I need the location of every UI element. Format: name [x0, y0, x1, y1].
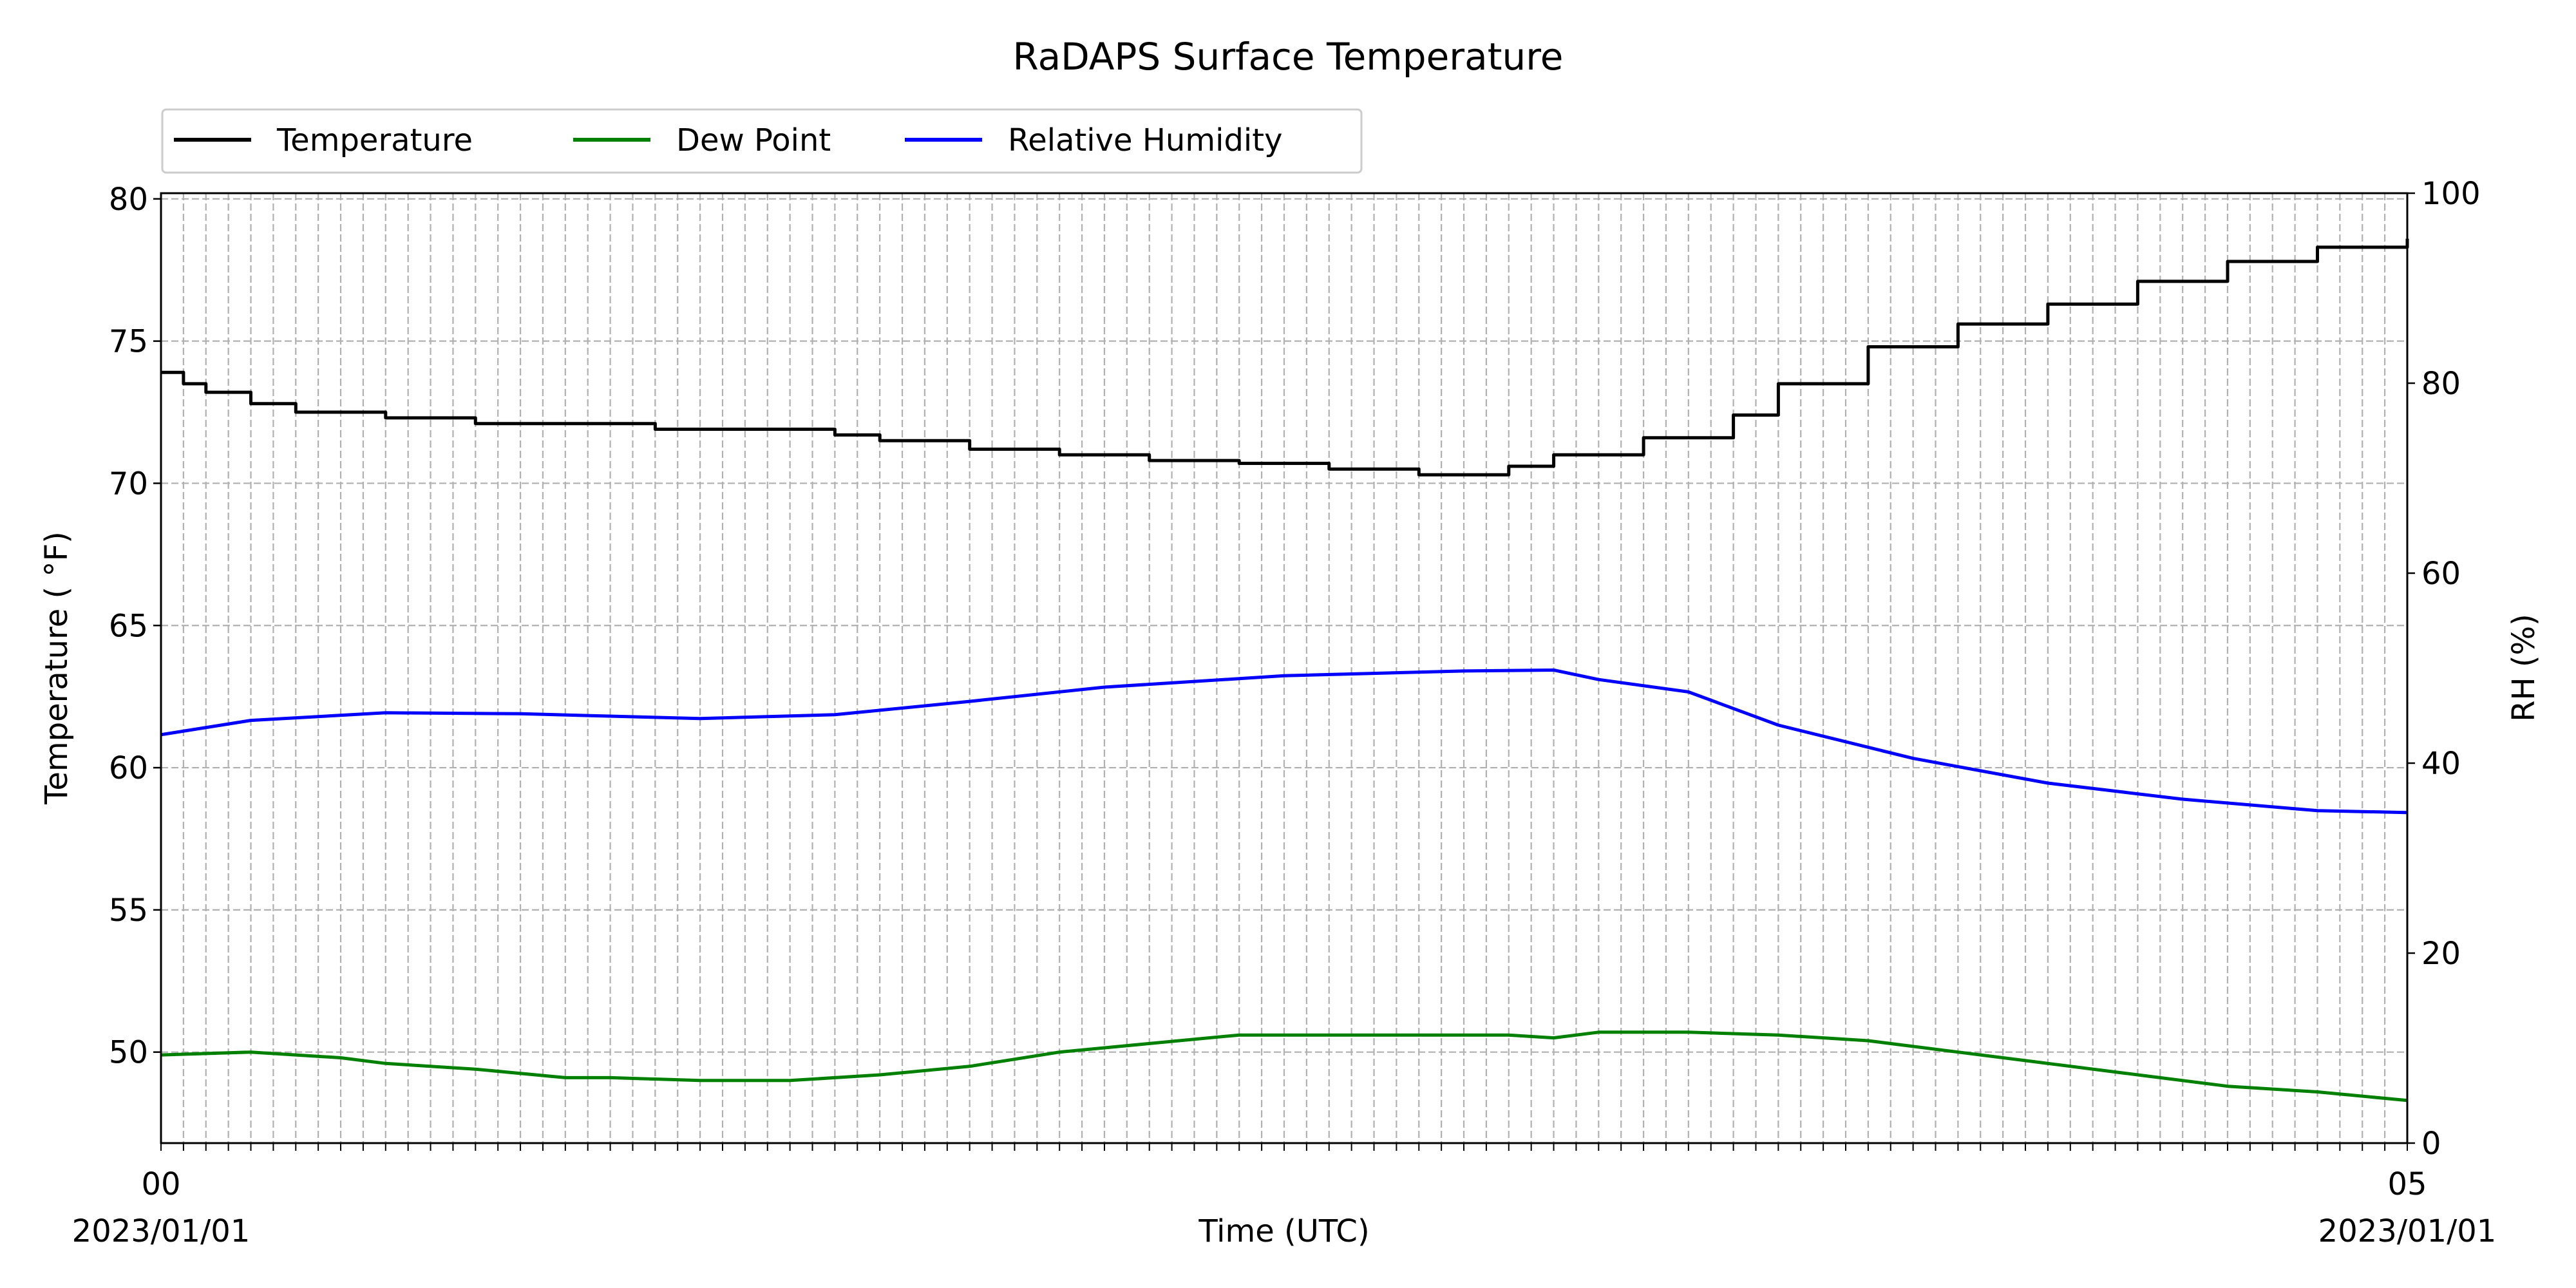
y-tick-label-left: 65	[109, 608, 148, 644]
axes-layer: 50 55 60 65 70 75 80 0 20 40 60 80 100 00 05	[109, 176, 2481, 1202]
y-tick-label-right: 60	[2421, 556, 2461, 592]
y-tick-label-right: 40	[2421, 746, 2461, 782]
y-tick-label-left: 55	[109, 893, 148, 929]
y-tick-label-left: 70	[109, 466, 148, 502]
y-tick-label-right: 80	[2421, 366, 2461, 402]
legend: Temperature Dew Point Relative Humidity	[161, 108, 1363, 174]
y-tick-label-left: 50	[109, 1035, 148, 1071]
y-axis-label-right: RH (%)	[2506, 614, 2542, 722]
series-line-dew-point	[160, 1030, 2408, 1103]
series-line-temperature	[161, 238, 2409, 477]
y-tick-label-left: 75	[109, 324, 148, 360]
series-line-relative-humidity	[160, 668, 2408, 815]
x-tick-label-end: 05	[2387, 1166, 2427, 1202]
series-layer	[160, 238, 2409, 1103]
legend-label-temperature: Temperature	[276, 122, 473, 158]
y-tick-label-left: 80	[109, 182, 148, 218]
legend-label-dew-point: Dew Point	[676, 122, 831, 158]
gridlines	[160, 193, 2409, 1143]
y-axis-label-left: Temperature ( °F)	[39, 531, 75, 805]
x-axis-label: Time (UTC)	[1198, 1213, 1369, 1249]
x-tick-label-start: 00	[141, 1166, 180, 1202]
y-tick-label-left: 60	[109, 750, 148, 786]
y-tick-label-right: 100	[2421, 176, 2481, 212]
y-tick-label-right: 0	[2421, 1126, 2441, 1162]
chart-title: RaDAPS Surface Temperature	[1013, 35, 1564, 79]
y-tick-label-right: 20	[2421, 936, 2461, 972]
legend-frame	[161, 108, 1363, 174]
legend-label-relative-humidity: Relative Humidity	[1008, 122, 1282, 158]
date-label-right: 2023/01/01	[2318, 1213, 2497, 1249]
date-label-left: 2023/01/01	[72, 1213, 251, 1249]
